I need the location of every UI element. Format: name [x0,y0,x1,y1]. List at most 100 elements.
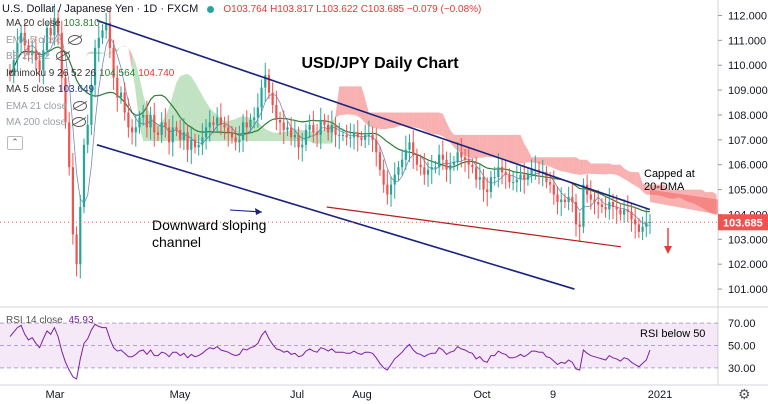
legend-value: 103.810 [63,18,100,29]
candle-body [456,152,459,163]
candle [267,68,271,99]
legend-6[interactable]: MA 200 close [6,117,89,128]
legend-label: EMA 21 close [6,100,68,112]
candle [171,115,174,157]
candle-body [334,124,337,135]
price-axis[interactable]: 112.000 111.000 110.000 109.000 108.000 107.0… [0,10,768,296]
candle-body [397,167,400,175]
cloud-segment [516,134,521,164]
candle [101,24,104,45]
cloud-segment [102,52,107,55]
cloud-segment [598,163,602,175]
candle [408,134,411,162]
candle-body [401,159,404,168]
rsi-tick-label: 30.00 [728,363,756,375]
candle-body [460,152,463,158]
hidden-eye-icon[interactable] [55,51,70,62]
candle [297,126,300,160]
cloud-segment [613,164,617,175]
candle-body [323,119,326,125]
cloud-segment [446,122,451,143]
cloud-segment [128,47,133,71]
candle-body [101,30,104,38]
cloud-segment [631,172,636,186]
candle-body [27,45,30,56]
price-tick-label: 108.000 [728,110,768,122]
candle-body [278,119,282,123]
capped-annotation-line2: 20-DMA [644,181,685,193]
time-tick-label: May [170,389,191,401]
candle [367,120,370,146]
candle [193,133,197,154]
channel-annotation-line2: channel [152,234,201,250]
legend-3[interactable]: Ichimoku 9 26 52 26 104.564 104.740 [6,68,177,79]
candle [253,107,256,129]
settings-gear-icon[interactable]: ⚙ [738,386,751,402]
candle [127,98,130,138]
legend-label: Ichimoku 9 26 52 26 [6,67,97,79]
ohlc-readout: O103.764 H103.817 L103.622 C103.685 −0.0… [223,4,482,15]
legend-5[interactable]: EMA 21 close [6,101,90,112]
candle [219,103,222,136]
candle-body [493,177,496,179]
time-tick-label: Oct [473,389,490,401]
candle [456,142,459,171]
candle-body [519,174,522,180]
candle-body [68,122,71,168]
cloud-segment [594,163,599,175]
cloud-segment [587,159,591,174]
capped-annotation-line1: Capped at [644,168,695,180]
legend-0[interactable]: MA 20 close 103.810 [6,18,103,29]
candle-body [634,219,637,225]
candles [8,3,652,279]
candle-body [389,184,393,195]
candle-body [42,50,45,71]
time-tick-label: Jul [290,389,304,401]
price-tick-label: 103.000 [728,234,768,246]
candle [234,127,237,151]
cloud-segment [413,112,417,128]
candle [523,162,526,194]
hidden-eye-icon[interactable] [67,34,82,45]
hidden-eye-icon[interactable] [73,100,88,111]
candle-body [116,77,119,98]
time-axis[interactable]: Mar May Jul Aug Oct 9 2021 [46,389,673,401]
candle [545,165,548,189]
cloud-segment [535,157,540,164]
candle-body [71,167,74,235]
candle [179,119,182,149]
candle-body [31,50,34,56]
cloud-segment [657,184,662,197]
cloud-segment [124,45,129,48]
candle-body [34,50,38,61]
candle-body [253,117,256,120]
cloud-segment [698,189,702,208]
candle-body [508,174,511,183]
candle-body [182,132,185,140]
legend-4[interactable]: MA 5 close 103.649 [6,84,97,95]
candle [186,124,189,162]
candle [338,122,341,150]
candle-body [190,139,193,150]
chart-header: U.S. Dollar / Japanese Yen · 1D · FXCM O… [2,3,481,15]
candle [53,3,56,46]
cloud-segment [405,112,410,127]
candle-body [412,142,415,155]
candle [208,110,211,142]
cloud-segment [272,132,277,142]
candle [375,127,378,167]
candle [482,168,485,202]
legend-1[interactable]: EMA 5 close [6,35,85,46]
legend-2[interactable]: BB 20 2 2 [6,51,73,62]
candle [138,111,141,134]
cloud-segment [309,131,314,144]
cloud-segment [572,157,577,175]
candle-body [53,17,56,36]
cloud-segment [479,134,484,158]
cloud-segment [590,163,595,174]
candle-body [419,164,422,168]
collapse-legend-icon[interactable]: ⌃ [7,136,23,150]
hidden-eye-icon[interactable] [72,117,87,128]
symbol-title[interactable]: U.S. Dollar / Japanese Yen · 1D · FXCM [2,3,199,15]
